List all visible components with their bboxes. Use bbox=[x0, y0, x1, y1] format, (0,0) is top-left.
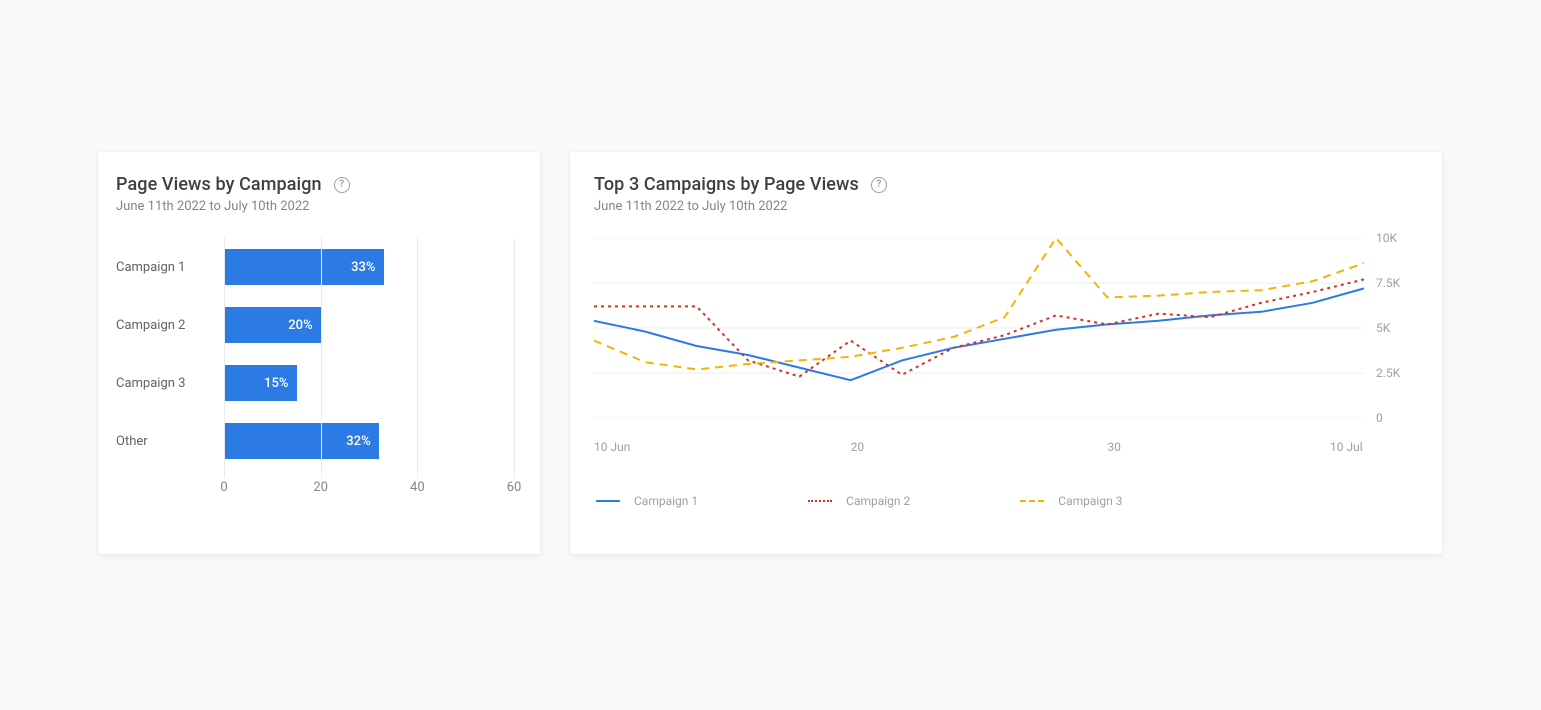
legend-swatch bbox=[808, 500, 832, 502]
top-campaigns-line-card: Top 3 Campaigns by Page Views ? June 11t… bbox=[570, 152, 1442, 554]
bar-chart: Campaign 1 33% Campaign 2 20% Campaign 3 15% O… bbox=[116, 238, 516, 518]
bar-category-label: Campaign 3 bbox=[116, 376, 224, 391]
x-axis-tick-label: 20 bbox=[313, 480, 328, 495]
card-title: Page Views by Campaign bbox=[116, 174, 322, 195]
bar-fill: 33% bbox=[224, 249, 384, 285]
y-axis-tick-label: 7.5K bbox=[1376, 276, 1416, 290]
page-views-by-campaign-card: Page Views by Campaign ? June 11th 2022 … bbox=[98, 152, 540, 554]
x-axis-tick-label: 60 bbox=[507, 480, 522, 495]
x-axis-tick-label: 10 Jun bbox=[594, 440, 630, 454]
y-axis-tick-label: 2.5K bbox=[1376, 366, 1416, 380]
gridline bbox=[514, 238, 515, 478]
gridline bbox=[417, 238, 418, 478]
bar-row: Campaign 2 20% bbox=[116, 296, 516, 354]
bar-fill: 32% bbox=[224, 423, 379, 459]
bar-category-label: Other bbox=[116, 434, 224, 449]
x-axis-tick-label: 30 bbox=[1107, 440, 1121, 454]
help-icon[interactable]: ? bbox=[334, 177, 350, 193]
card-title: Top 3 Campaigns by Page Views bbox=[594, 174, 859, 195]
x-axis-tick-label: 40 bbox=[410, 480, 425, 495]
y-axis-tick-label: 10K bbox=[1376, 231, 1416, 245]
y-axis-tick-label: 0 bbox=[1376, 411, 1416, 425]
gridline bbox=[321, 238, 322, 478]
bar-row: Campaign 3 15% bbox=[116, 354, 516, 412]
bar-category-label: Campaign 2 bbox=[116, 318, 224, 333]
line-chart: 02.5K5K7.5K10K bbox=[594, 238, 1418, 426]
bar-row: Other 32% bbox=[116, 412, 516, 470]
series-line bbox=[594, 238, 1364, 369]
card-subtitle: June 11th 2022 to July 10th 2022 bbox=[594, 199, 1418, 214]
legend-label: Campaign 2 bbox=[846, 494, 910, 508]
x-axis-tick-label: 10 Jul bbox=[1330, 440, 1363, 454]
bar-fill: 20% bbox=[224, 307, 321, 343]
gridline bbox=[224, 238, 225, 478]
bar-value-label: 15% bbox=[264, 376, 288, 391]
legend-item: Campaign 3 bbox=[1020, 494, 1122, 508]
legend-swatch bbox=[596, 500, 620, 502]
card-subtitle: June 11th 2022 to July 10th 2022 bbox=[116, 199, 516, 214]
bar-value-label: 33% bbox=[351, 260, 375, 275]
bar-value-label: 32% bbox=[346, 434, 370, 449]
y-axis-tick-label: 5K bbox=[1376, 321, 1416, 335]
x-axis-tick-label: 0 bbox=[220, 480, 227, 495]
bar-row: Campaign 1 33% bbox=[116, 238, 516, 296]
bar-fill: 15% bbox=[224, 365, 297, 401]
legend-label: Campaign 1 bbox=[634, 494, 698, 508]
legend-item: Campaign 1 bbox=[596, 494, 698, 508]
chart-legend: Campaign 1 Campaign 2 Campaign 3 bbox=[596, 494, 1418, 508]
series-line bbox=[594, 288, 1364, 380]
x-axis-tick-label: 20 bbox=[851, 440, 865, 454]
legend-item: Campaign 2 bbox=[808, 494, 910, 508]
legend-label: Campaign 3 bbox=[1058, 494, 1122, 508]
legend-swatch bbox=[1020, 500, 1044, 502]
help-icon[interactable]: ? bbox=[871, 177, 887, 193]
line-chart-svg bbox=[594, 238, 1364, 418]
bar-category-label: Campaign 1 bbox=[116, 260, 224, 275]
bar-value-label: 20% bbox=[288, 318, 312, 333]
